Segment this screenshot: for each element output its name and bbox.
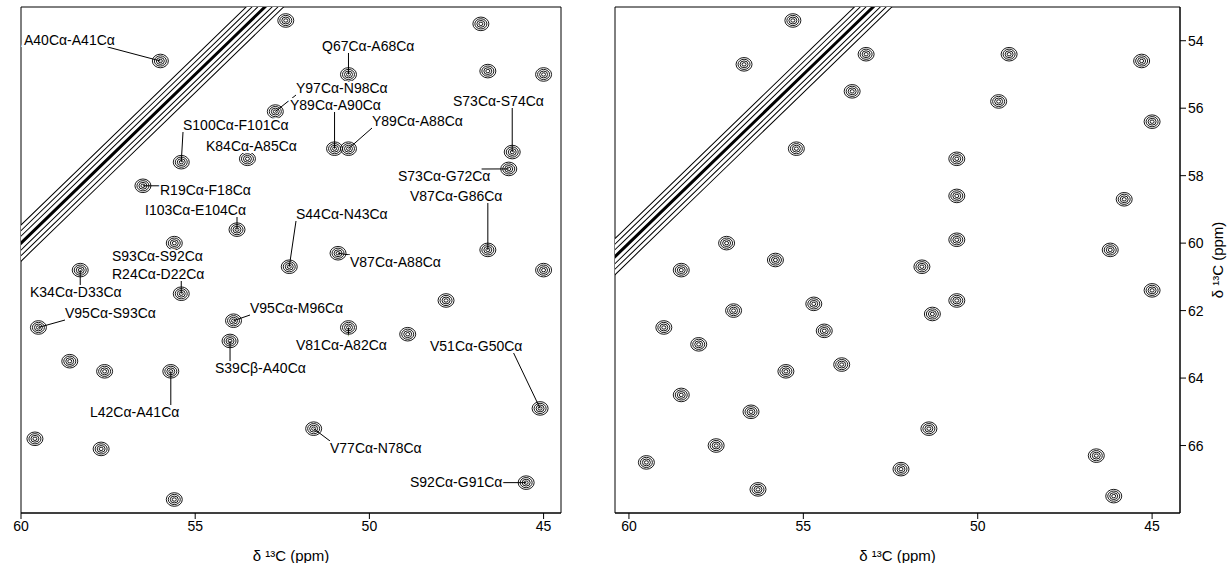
svg-text:δ ¹³C (ppm): δ ¹³C (ppm) [1209,222,1226,299]
svg-text:S100Cα-F101Cα: S100Cα-F101Cα [183,117,289,133]
svg-text:V87Cα-A88Cα: V87Cα-A88Cα [350,254,441,270]
svg-text:64: 64 [1188,370,1204,386]
svg-text:R19Cα-F18Cα: R19Cα-F18Cα [160,182,251,198]
svg-text:50: 50 [362,518,378,534]
svg-text:Y97Cα-N98Cα: Y97Cα-N98Cα [296,80,388,96]
svg-text:V51Cα-G50Cα: V51Cα-G50Cα [430,338,522,354]
svg-text:50: 50 [970,518,986,534]
svg-text:V95Cα-M96Cα: V95Cα-M96Cα [250,300,343,316]
svg-text:Y89Cα-A90Cα: Y89Cα-A90Cα [290,97,381,113]
svg-text:54: 54 [1188,33,1204,49]
svg-text:L42Cα-A41Cα: L42Cα-A41Cα [90,404,179,420]
svg-text:60: 60 [1188,235,1204,251]
svg-text:S92Cα-G91Cα: S92Cα-G91Cα [410,474,502,490]
svg-text:S93Cα-S92Cα: S93Cα-S92Cα [112,248,203,264]
svg-text:45: 45 [1144,518,1160,534]
svg-text:60: 60 [621,518,637,534]
svg-text:56: 56 [1188,100,1204,116]
svg-text:S73Cα-G72Cα: S73Cα-G72Cα [398,168,490,184]
svg-text:K84Cα-A85Cα: K84Cα-A85Cα [206,138,297,154]
svg-text:V77Cα-N78Cα: V77Cα-N78Cα [330,440,422,456]
svg-text:A40Cα-A41Cα: A40Cα-A41Cα [24,32,115,48]
svg-text:60: 60 [13,518,29,534]
svg-text:Q67Cα-A68Cα: Q67Cα-A68Cα [322,38,414,54]
svg-text:55: 55 [796,518,812,534]
svg-text:V95Cα-S93Cα: V95Cα-S93Cα [65,305,156,321]
svg-text:I103Cα-E104Cα: I103Cα-E104Cα [145,202,246,218]
svg-text:R24Cα-D22Cα: R24Cα-D22Cα [112,266,204,282]
svg-text:S39Cβ-A40Cα: S39Cβ-A40Cα [215,360,306,376]
svg-text:66: 66 [1188,438,1204,454]
svg-text:S73Cα-S74Cα: S73Cα-S74Cα [453,93,544,109]
svg-text:45: 45 [536,518,552,534]
svg-text:55: 55 [187,518,203,534]
svg-text:δ ¹³C (ppm): δ ¹³C (ppm) [859,547,936,563]
svg-text:Y89Cα-A88Cα: Y89Cα-A88Cα [372,113,463,129]
svg-text:V81Cα-A82Cα: V81Cα-A82Cα [296,337,387,353]
svg-text:K34Cα-D33Cα: K34Cα-D33Cα [30,284,122,300]
svg-text:62: 62 [1188,303,1204,319]
svg-text:δ ¹³C (ppm): δ ¹³C (ppm) [253,547,330,563]
svg-text:V87Cα-G86Cα: V87Cα-G86Cα [410,188,502,204]
svg-text:58: 58 [1188,168,1204,184]
svg-text:S44Cα-N43Cα: S44Cα-N43Cα [296,206,388,222]
